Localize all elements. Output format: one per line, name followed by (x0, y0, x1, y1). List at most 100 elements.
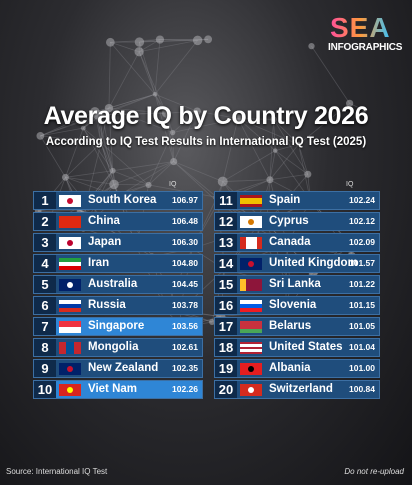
network-line (110, 39, 160, 43)
country-name: Mongolia (88, 341, 139, 353)
network-node (155, 35, 165, 44)
logo-text: INFOGRAPHICS (328, 42, 403, 53)
network-line (100, 142, 149, 186)
iq-value: 104.80 (172, 258, 198, 268)
network-line (298, 144, 309, 175)
network-node (296, 142, 301, 147)
column-header: IQ (169, 181, 177, 188)
country-name: Sri Lanka (269, 278, 321, 290)
network-node (99, 140, 104, 145)
network-line (222, 179, 270, 182)
table-row: 4 Iran 104.80 (33, 254, 203, 273)
network-line (40, 135, 102, 144)
table-row: 5 Australia 104.45 (33, 275, 203, 294)
network-line (65, 127, 84, 178)
country-name: Albania (269, 362, 311, 374)
network-line (173, 161, 219, 203)
network-line (139, 39, 198, 53)
network-line (94, 93, 156, 113)
network-line (108, 51, 140, 109)
rank: 2 (34, 213, 56, 230)
country-name: United States (269, 341, 343, 353)
country-name: Cyprus (269, 215, 309, 227)
table-row: 16 Slovenia 101.15 (214, 296, 380, 315)
network-node (134, 47, 144, 57)
flag-icon (59, 195, 81, 207)
iq-value: 106.30 (172, 237, 198, 247)
network-line (237, 118, 276, 151)
table-row: 7 Singapore 103.56 (33, 317, 203, 336)
rank: 12 (215, 213, 237, 230)
network-line (148, 132, 174, 186)
country-name: Japan (88, 236, 122, 248)
flag-icon (59, 342, 81, 354)
flag-icon (240, 237, 262, 249)
network-line (114, 184, 149, 186)
network-line (273, 119, 276, 151)
note: Do not re-upload (344, 467, 404, 476)
network-line (159, 39, 198, 41)
iq-value: 106.97 (172, 195, 198, 205)
network-line (222, 150, 276, 182)
table-row: 13 Canada 102.09 (214, 233, 380, 252)
network-node (193, 107, 201, 116)
flag-icon (240, 216, 262, 228)
table-row: 12 Cyprus 102.12 (214, 212, 380, 231)
iq-value: 101.15 (349, 300, 375, 310)
iq-value: 101.57 (349, 258, 375, 268)
title: Average IQ by Country 2026 (43, 102, 369, 130)
network-line (108, 108, 114, 171)
network-node (145, 181, 152, 189)
network-line (148, 161, 174, 186)
network-node (209, 318, 216, 325)
network-line (166, 110, 198, 114)
network-line (154, 39, 161, 95)
network-node (169, 129, 176, 136)
flag-icon (59, 384, 81, 396)
rank: 11 (215, 192, 237, 209)
iq-value: 102.26 (172, 384, 198, 394)
logo-mark: SEA (330, 12, 391, 43)
table-row: 2 China 106.48 (33, 212, 203, 231)
network-line (100, 114, 103, 143)
network-node (36, 131, 45, 140)
country-name: Russia (88, 299, 126, 311)
network-line (275, 143, 299, 152)
network-node (134, 37, 145, 47)
iq-value: 102.61 (172, 342, 198, 352)
network-line (117, 161, 174, 197)
flag-icon (59, 237, 81, 249)
network-line (173, 111, 198, 162)
iq-value: 104.45 (172, 279, 198, 289)
network-line (311, 45, 350, 104)
network-line (108, 107, 167, 114)
iq-value: 102.09 (349, 237, 375, 247)
network-line (172, 132, 175, 162)
network-node (233, 114, 243, 123)
network-line (110, 41, 140, 53)
rank: 6 (34, 297, 56, 314)
flag-icon (240, 363, 262, 375)
network-line (108, 42, 111, 109)
network-line (173, 161, 223, 182)
country-name: Slovenia (269, 299, 317, 311)
network-line (197, 110, 239, 119)
network-line (40, 114, 103, 137)
iq-value: 106.48 (172, 216, 198, 226)
network-line (237, 118, 299, 145)
network-line (82, 127, 114, 171)
rank: 3 (34, 234, 56, 251)
network-line (154, 94, 175, 162)
network-line (113, 161, 174, 185)
flag-icon (240, 258, 262, 270)
network-node (152, 91, 158, 97)
table-row: 19 Albania 101.00 (214, 359, 380, 378)
network-line (273, 119, 309, 175)
iq-value: 101.00 (349, 363, 375, 373)
country-name: Spain (269, 194, 301, 206)
network-line (65, 176, 115, 185)
network-node (204, 35, 213, 44)
flag-icon (240, 321, 262, 333)
network-line (275, 150, 309, 175)
flag-icon (240, 195, 262, 207)
